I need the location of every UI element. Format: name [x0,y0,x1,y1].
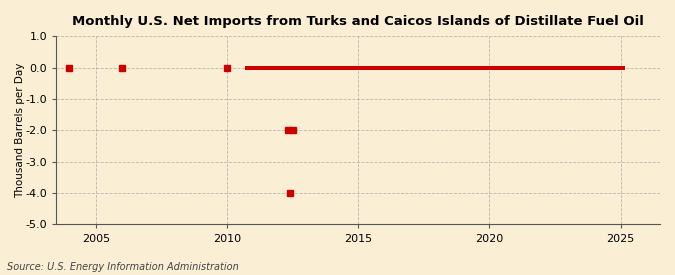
Text: Source: U.S. Energy Information Administration: Source: U.S. Energy Information Administ… [7,262,238,272]
Y-axis label: Thousand Barrels per Day: Thousand Barrels per Day [15,63,25,198]
Title: Monthly U.S. Net Imports from Turks and Caicos Islands of Distillate Fuel Oil: Monthly U.S. Net Imports from Turks and … [72,15,644,28]
